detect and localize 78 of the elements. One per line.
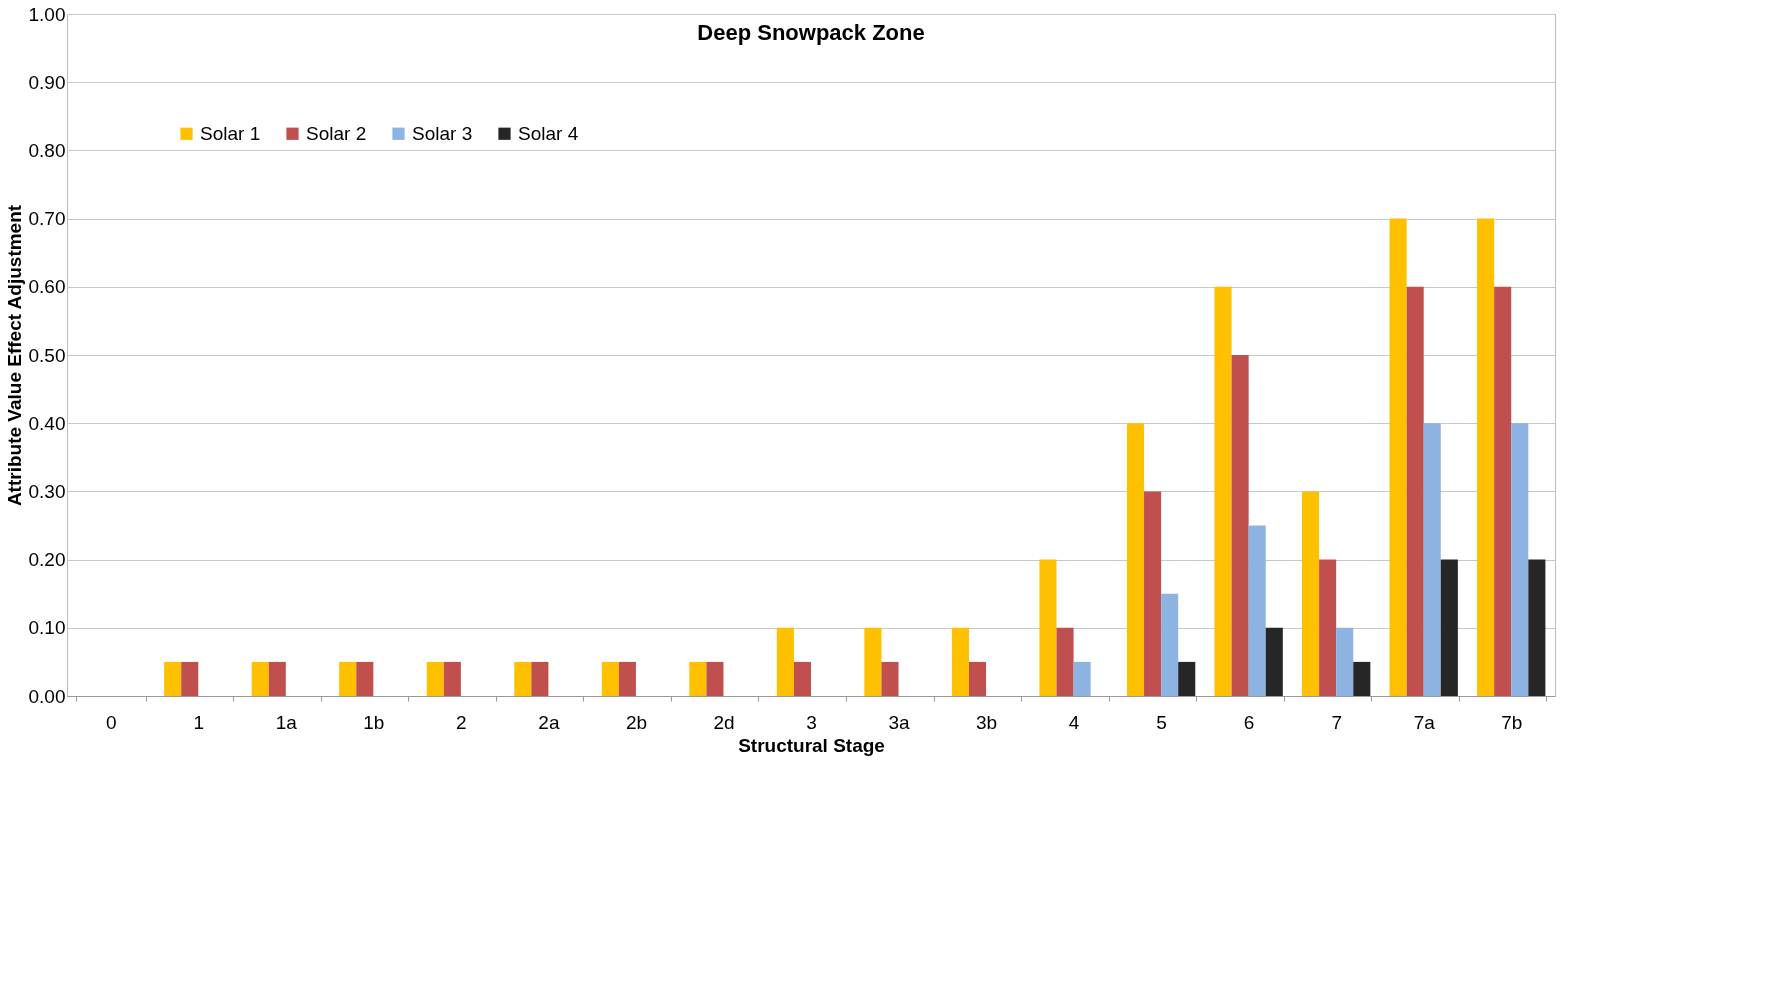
bar: [1144, 491, 1162, 696]
x-tick-label: 2: [456, 711, 467, 733]
bar: [251, 661, 269, 696]
bar: [1214, 286, 1232, 696]
x-tick-label: 7: [1331, 711, 1342, 733]
bar: [951, 627, 969, 696]
y-tick-label: 0.10: [28, 617, 66, 639]
bar: [1423, 423, 1441, 696]
bar: [1161, 593, 1179, 696]
legend-label: Solar 1: [200, 122, 261, 144]
y-tick-label: 0.40: [28, 412, 66, 434]
legend-label: Solar 3: [412, 122, 473, 144]
y-tick-label: 0.30: [28, 480, 66, 502]
y-tick-label: 0.00: [28, 685, 66, 707]
bar: [1319, 559, 1337, 696]
bar: [706, 661, 724, 696]
bar: [1406, 286, 1424, 696]
bar: [426, 661, 444, 696]
x-tick-label: 1a: [275, 711, 298, 733]
bar: [1494, 286, 1512, 696]
x-tick-label: 2b: [625, 711, 648, 733]
bar: [618, 661, 636, 696]
x-tick-label: 6: [1243, 711, 1255, 733]
bar: [1073, 661, 1091, 696]
bar: [531, 661, 549, 696]
y-axis-title: Attribute Value Effect Adjustment: [3, 204, 25, 507]
y-tick-label: 0.60: [28, 276, 66, 298]
bar: [268, 661, 286, 696]
x-tick-label: 0: [105, 711, 117, 733]
x-tick-label: 1b: [363, 711, 385, 733]
x-tick-label: 4: [1068, 711, 1080, 733]
bar: [881, 661, 899, 696]
bar: [689, 661, 707, 696]
bar: [1440, 559, 1458, 696]
bar: [1302, 491, 1320, 696]
bar: [356, 661, 374, 696]
bar: [1336, 627, 1354, 696]
bar: [1056, 627, 1074, 696]
x-tick-label: 3: [806, 711, 817, 733]
y-tick-label: 0.80: [28, 139, 66, 161]
x-tick-label: 1: [193, 711, 205, 733]
y-tick-label: 0.70: [28, 208, 66, 230]
bar: [1039, 559, 1057, 696]
chart-title: Deep Snowpack Zone: [697, 20, 925, 45]
bar: [793, 661, 811, 696]
x-tick-label: 3a: [888, 711, 911, 733]
y-tick-label: 0.90: [28, 71, 66, 93]
legend-label: Solar 2: [306, 122, 367, 144]
bar: [514, 661, 532, 696]
x-tick-label: 2a: [538, 711, 560, 733]
bar: [1248, 525, 1266, 696]
bar: [1126, 423, 1145, 696]
bar: [181, 661, 199, 696]
x-tick-label: 2d: [713, 711, 735, 733]
x-tick-label: 3b: [975, 711, 998, 733]
bar: [164, 661, 182, 696]
bar: [1353, 661, 1371, 696]
y-tick-label: 1.00: [28, 3, 66, 25]
y-tick-label: 0.20: [28, 549, 66, 571]
y-tick-label: 0.50: [28, 344, 66, 366]
bar: [339, 661, 357, 696]
x-tick-label: 7a: [1413, 711, 1436, 733]
bar: [968, 661, 987, 696]
bar: [1231, 355, 1249, 696]
legend-label: Solar 4: [518, 122, 579, 144]
x-tick-label: 5: [1156, 711, 1167, 733]
bar: [601, 661, 619, 696]
bar: [1511, 423, 1529, 696]
bar: [864, 627, 882, 696]
bar: [443, 661, 461, 696]
bar: [1265, 627, 1283, 696]
bar: [1178, 661, 1196, 696]
bar: [1389, 218, 1407, 696]
x-axis-title: Structural Stage: [738, 734, 885, 756]
bar: [1528, 559, 1546, 696]
x-tick-label: 7b: [1501, 711, 1523, 733]
bar: [776, 627, 794, 696]
bar: [1477, 218, 1495, 696]
